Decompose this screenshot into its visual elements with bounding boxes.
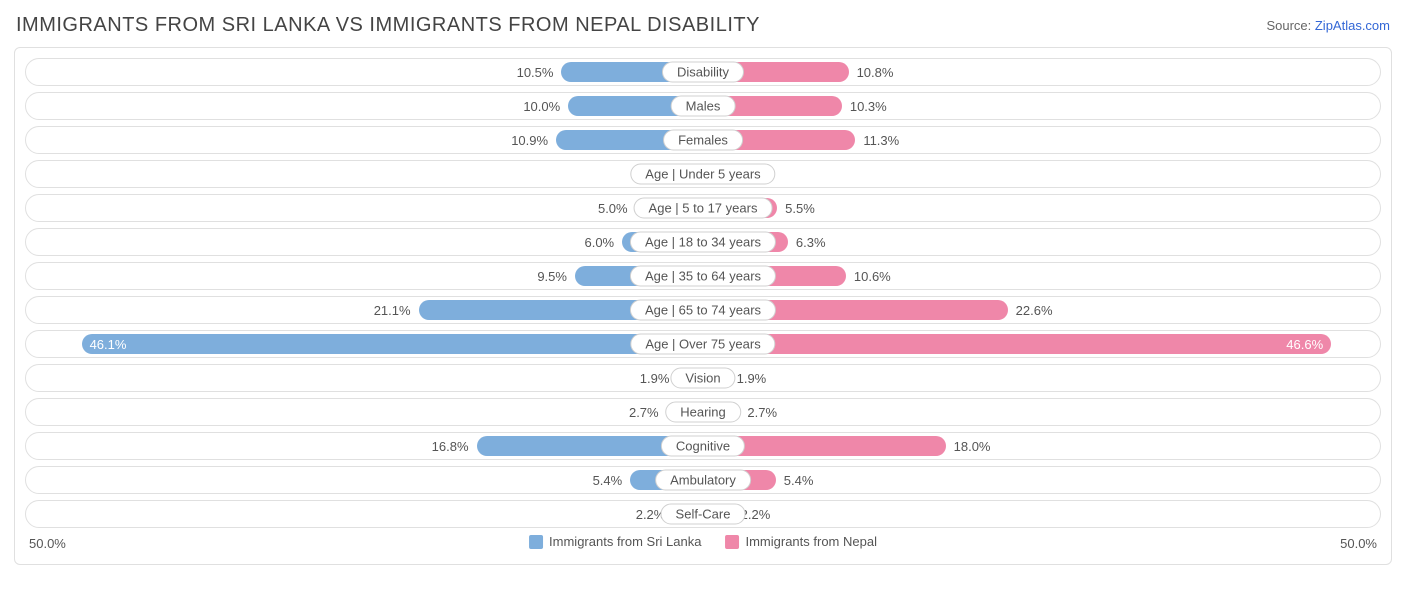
value-label-right: 10.3% xyxy=(842,96,902,116)
chart-row: 1.9% 1.9%Vision xyxy=(25,364,1381,392)
legend-label-right: Immigrants from Nepal xyxy=(745,534,876,549)
value-label-left: 5.4% xyxy=(570,470,630,490)
value-label-right: 1.9% xyxy=(729,368,789,388)
category-label: Ambulatory xyxy=(655,470,751,491)
chart-row: 10.9% 11.3% Females xyxy=(25,126,1381,154)
value-label-right: 10.8% xyxy=(849,62,909,82)
value-label-right: 6.3% xyxy=(788,232,848,252)
chart-row: 10.5% 10.8% Disability xyxy=(25,58,1381,86)
category-label: Vision xyxy=(670,368,735,389)
legend-label-left: Immigrants from Sri Lanka xyxy=(549,534,701,549)
value-label-left: 46.1% xyxy=(82,334,703,354)
source-attribution: Source: ZipAtlas.com xyxy=(1266,18,1390,33)
header: IMMIGRANTS FROM SRI LANKA VS IMMIGRANTS … xyxy=(14,10,1392,47)
chart-row: 16.8% 18.0% Cognitive xyxy=(25,432,1381,460)
chart-row: 21.1% 22.6% Age | 65 to 74 years xyxy=(25,296,1381,324)
chart-row: 10.0% 10.3% Males xyxy=(25,92,1381,120)
value-label-left: 10.5% xyxy=(501,62,561,82)
legend-item-right: Immigrants from Nepal xyxy=(725,534,876,549)
legend-item-left: Immigrants from Sri Lanka xyxy=(529,534,701,549)
value-label-left: 16.8% xyxy=(417,436,477,456)
source-link[interactable]: ZipAtlas.com xyxy=(1315,18,1390,33)
chart-footer: 50.0% Immigrants from Sri Lanka Immigran… xyxy=(25,534,1381,558)
chart-row: 6.0% 6.3% Age | 18 to 34 years xyxy=(25,228,1381,256)
page-title: IMMIGRANTS FROM SRI LANKA VS IMMIGRANTS … xyxy=(16,14,760,37)
chart-row: 5.4% 5.4% Ambulatory xyxy=(25,466,1381,494)
value-label-right: 5.5% xyxy=(777,198,837,218)
category-label: Males xyxy=(671,96,736,117)
value-label-right: 22.6% xyxy=(1008,300,1068,320)
chart-row: 46.1%46.6%Age | Over 75 years xyxy=(25,330,1381,358)
value-label-right: 18.0% xyxy=(946,436,1006,456)
chart-frame: 10.5% 10.8% Disability 10.0% 10.3% Males 10.9%… xyxy=(14,47,1392,565)
legend: Immigrants from Sri Lanka Immigrants fro… xyxy=(529,534,877,549)
source-prefix: Source: xyxy=(1266,18,1314,33)
value-label-left: 9.5% xyxy=(515,266,575,286)
chart-row: 1.1%1.0%Age | Under 5 years xyxy=(25,160,1381,188)
value-label-left: 21.1% xyxy=(359,300,419,320)
value-label-left: 1.9% xyxy=(617,368,677,388)
category-label: Disability xyxy=(662,62,744,83)
value-label-right: 10.6% xyxy=(846,266,906,286)
value-label-left: 10.0% xyxy=(508,96,568,116)
chart-row: 9.5% 10.6% Age | 35 to 64 years xyxy=(25,262,1381,290)
value-label-right: 46.6% xyxy=(703,334,1331,354)
value-label-left: 6.0% xyxy=(562,232,622,252)
category-label: Age | 18 to 34 years xyxy=(630,232,776,253)
category-label: Hearing xyxy=(665,402,741,423)
chart-row: 2.7% 2.7%Hearing xyxy=(25,398,1381,426)
category-label: Self-Care xyxy=(661,504,746,525)
value-label-left: 2.7% xyxy=(607,402,667,422)
category-label: Age | Under 5 years xyxy=(630,164,775,185)
axis-max-right: 50.0% xyxy=(1340,536,1377,551)
value-label-right: 11.3% xyxy=(855,130,915,150)
value-label-left: 10.9% xyxy=(496,130,556,150)
value-label-right: 2.7% xyxy=(739,402,799,422)
category-label: Females xyxy=(663,130,743,151)
category-label: Cognitive xyxy=(661,436,745,457)
value-label-right: 5.4% xyxy=(776,470,836,490)
legend-swatch-left xyxy=(529,535,543,549)
category-label: Age | 5 to 17 years xyxy=(634,198,773,219)
chart-row: 2.2%2.2%Self-Care xyxy=(25,500,1381,528)
chart-row: 5.0% 5.5%Age | 5 to 17 years xyxy=(25,194,1381,222)
category-label: Age | 65 to 74 years xyxy=(630,300,776,321)
chart-rows: 10.5% 10.8% Disability 10.0% 10.3% Males 10.9%… xyxy=(25,58,1381,528)
legend-swatch-right xyxy=(725,535,739,549)
category-label: Age | Over 75 years xyxy=(630,334,775,355)
axis-max-left: 50.0% xyxy=(29,536,66,551)
category-label: Age | 35 to 64 years xyxy=(630,266,776,287)
value-label-left: 5.0% xyxy=(576,198,636,218)
